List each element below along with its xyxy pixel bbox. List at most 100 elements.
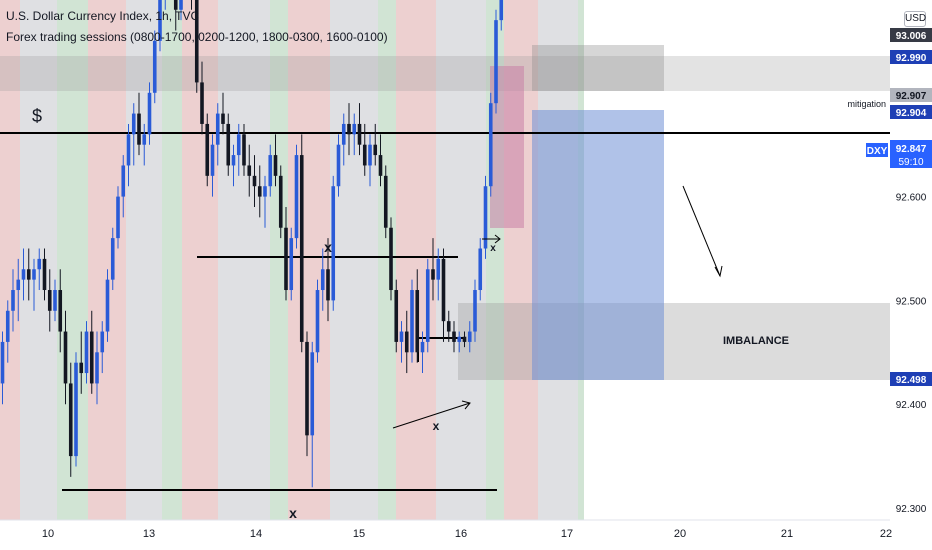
candle-body — [252, 175, 257, 187]
session-stripe — [396, 0, 414, 520]
candle-body — [441, 258, 446, 322]
session-stripe — [218, 0, 258, 520]
candle-body — [247, 165, 252, 176]
candle-body — [116, 196, 120, 239]
candle-body — [147, 92, 152, 135]
time-tick-label: 13 — [143, 528, 155, 540]
candle-body — [105, 279, 110, 332]
candle-body — [221, 113, 225, 124]
candle-body — [26, 269, 31, 280]
candle-body — [462, 336, 467, 342]
candle-body — [0, 341, 5, 384]
session-stripe — [20, 0, 40, 520]
projection-arrow — [682, 185, 721, 277]
candle-body — [457, 336, 462, 342]
candle-body — [289, 238, 294, 291]
candle-body — [473, 290, 477, 332]
candle-body — [53, 290, 57, 311]
target-zone — [532, 110, 664, 380]
session-stripe — [162, 0, 182, 520]
candle-body — [394, 290, 399, 342]
candle-body — [68, 383, 73, 457]
session-stripe — [270, 0, 288, 520]
price-label-92904-bg — [890, 105, 932, 119]
candle-body — [278, 175, 283, 228]
time-tick-label: 16 — [455, 528, 467, 540]
candle-body — [310, 352, 315, 436]
candle-body — [5, 310, 10, 342]
candle-body — [21, 269, 26, 280]
price-tick-label: 92.400 — [896, 400, 927, 411]
x-mark: x — [490, 243, 496, 254]
session-stripe — [306, 0, 330, 520]
candle-body — [352, 123, 357, 135]
candle-body — [415, 290, 420, 353]
supply-zone — [0, 56, 890, 91]
candle-body — [142, 134, 147, 145]
candle-body — [336, 144, 341, 187]
candle-body — [389, 227, 393, 291]
time-tick-label: 15 — [353, 528, 365, 540]
currency-selector[interactable]: USD — [904, 11, 926, 27]
session-stripe — [106, 0, 126, 520]
session-stripe — [88, 0, 106, 520]
candle-body — [89, 331, 94, 384]
price-label-92907-bg — [890, 88, 932, 102]
symbol-tag: DXY — [867, 146, 888, 157]
price-tick-label: 92.500 — [896, 296, 927, 307]
candle-body — [467, 331, 472, 342]
session-stripe — [436, 0, 470, 520]
candle-body — [11, 290, 15, 311]
session-stripe — [258, 0, 270, 520]
dollar-sign: $ — [32, 106, 42, 126]
last-price-countdown: 59:10 — [898, 157, 923, 168]
candle-body — [362, 144, 367, 166]
candle-body — [131, 113, 136, 135]
candle-body — [47, 290, 52, 311]
candle-body — [452, 331, 456, 342]
candle-body — [383, 175, 388, 228]
candle-body — [483, 186, 488, 249]
candle-body — [79, 362, 84, 374]
candle-body — [431, 269, 435, 280]
price-tick-label: 92.300 — [896, 504, 927, 515]
candle-body — [488, 103, 493, 187]
price-label-92904: 92.904 — [896, 108, 927, 119]
mitigation-label: mitigation — [847, 99, 886, 109]
price-label-92907: 92.907 — [896, 91, 927, 102]
session-stripe — [0, 0, 20, 520]
indicator-legend[interactable]: Forex trading sessions (0800-1700, 0200-… — [6, 30, 388, 44]
session-stripe — [414, 0, 436, 520]
candle-body — [357, 123, 362, 145]
candle-body — [273, 155, 278, 176]
session-stripe — [150, 0, 162, 520]
candle-body — [410, 290, 414, 353]
candle-body — [226, 123, 231, 166]
candle-body — [110, 238, 115, 280]
projection-arrow-head — [714, 265, 723, 278]
price-label-92990: 92.990 — [896, 53, 927, 64]
candle-body — [373, 144, 378, 156]
candle-body — [404, 331, 409, 353]
time-tick-label: 22 — [880, 528, 892, 540]
candle-body — [378, 155, 383, 176]
candle-body — [268, 155, 273, 187]
candle-body — [320, 269, 325, 291]
time-tick-label: 20 — [674, 528, 686, 540]
candle-body — [284, 227, 288, 291]
price-axis[interactable] — [890, 0, 932, 550]
candle-body — [425, 269, 430, 342]
candle-body — [16, 279, 21, 291]
candle-body — [263, 186, 267, 197]
time-axis[interactable] — [0, 520, 890, 550]
last-price-value: 92.847 — [896, 144, 927, 155]
x-mark: x — [324, 239, 332, 255]
candle-body — [152, 40, 157, 93]
session-stripe — [378, 0, 396, 520]
last-price-bg — [890, 140, 932, 168]
x-mark: x — [289, 505, 297, 521]
price-label-92498: 92.498 — [896, 375, 927, 386]
candle-body — [478, 248, 483, 291]
candle-body — [299, 155, 304, 342]
